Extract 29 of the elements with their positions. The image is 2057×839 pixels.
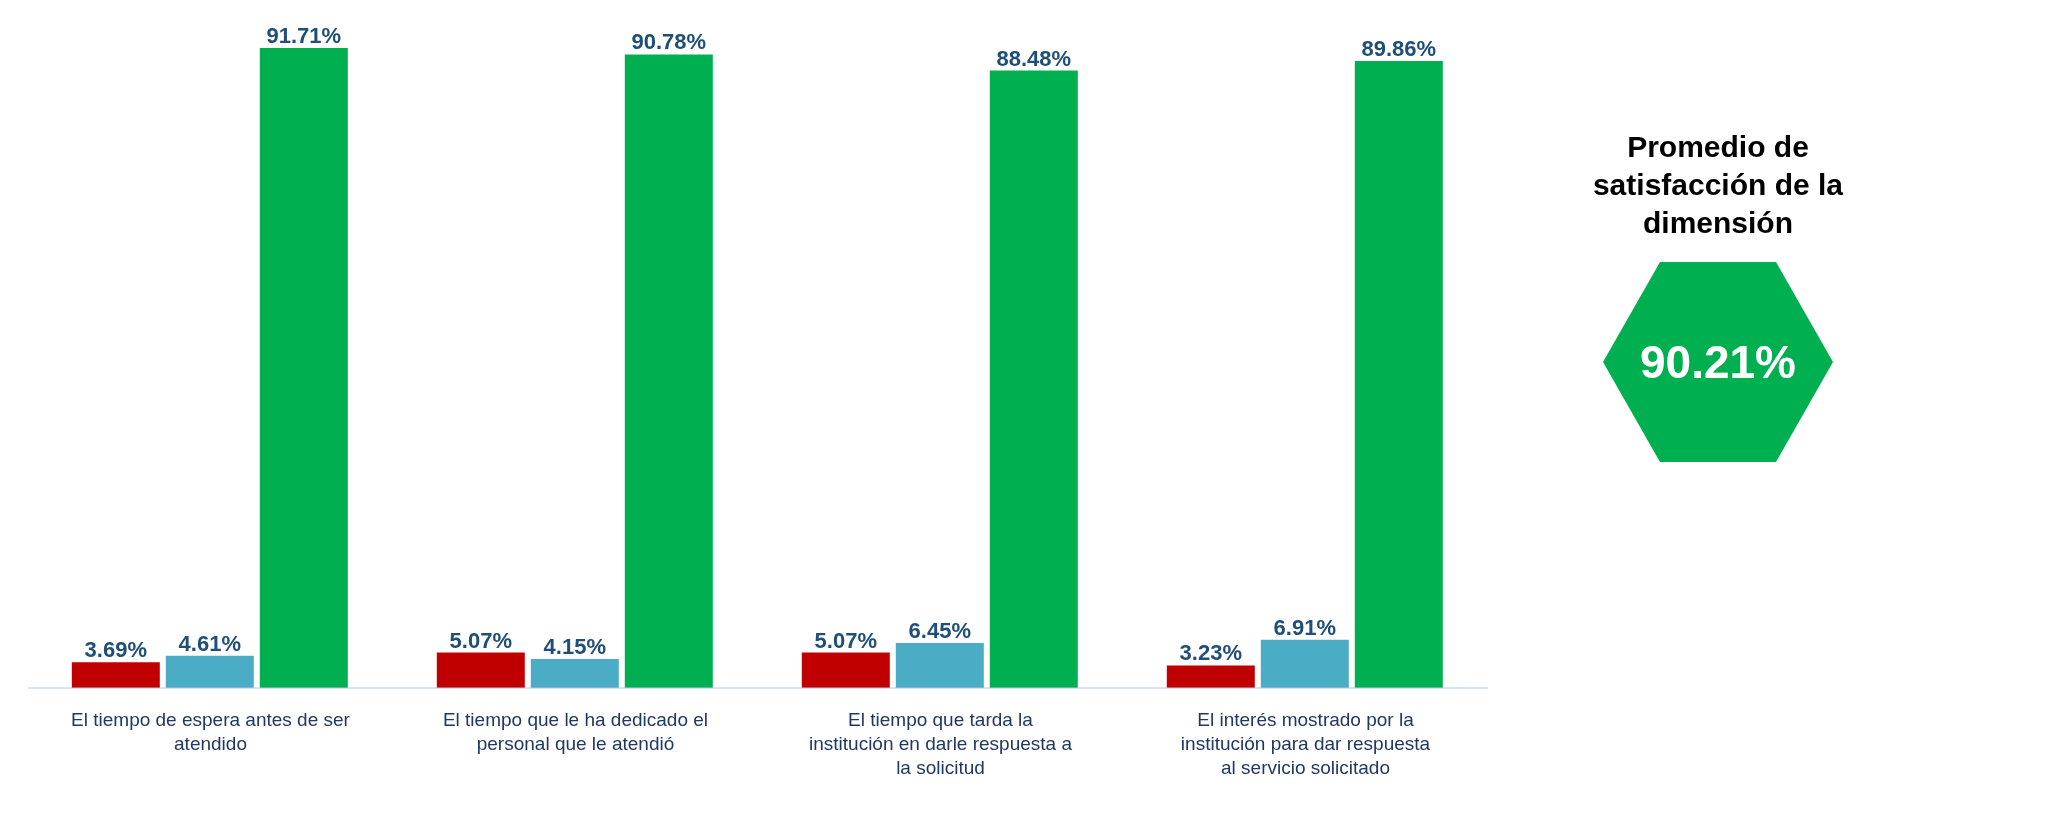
data-label: 89.86%	[1361, 35, 1437, 61]
data-label: 3.23%	[1179, 640, 1242, 666]
bar	[801, 652, 890, 688]
x-tick-label: El tiempo que le ha dedicado el personal que le atendió	[442, 709, 709, 754]
x-tick-label: El tiempo que tarda la institución en darle respuesta a la solicitud	[809, 709, 1073, 778]
x-tick-label: El tiempo de espera antes de ser atendido	[71, 709, 351, 754]
data-label: 88.48%	[996, 45, 1072, 71]
bar	[71, 662, 160, 688]
bar	[259, 48, 348, 688]
data-label: 5.07%	[814, 627, 877, 653]
bar	[895, 642, 984, 688]
bar	[1354, 60, 1443, 688]
data-label: 90.78%	[631, 29, 707, 55]
data-label: 4.15%	[543, 634, 606, 660]
bar	[1166, 665, 1255, 688]
data-label: 6.45%	[908, 617, 971, 643]
text: Promedio de satisfacción de la dimensión	[1591, 129, 1845, 241]
bar	[530, 659, 619, 688]
x-tick-label: El interés mostrado por la institución para dar respuesta al servicio solicitado	[1180, 709, 1431, 778]
bar	[436, 652, 525, 688]
bar	[165, 655, 254, 688]
data-label: 3.69%	[84, 637, 147, 663]
data-label: 5.07%	[449, 627, 512, 653]
data-label: 6.91%	[1273, 614, 1336, 640]
data-label: 91.71%	[266, 23, 342, 48]
bar	[989, 70, 1078, 688]
data-label: 4.61%	[178, 630, 241, 656]
bar	[624, 54, 713, 688]
bar	[1260, 639, 1349, 688]
